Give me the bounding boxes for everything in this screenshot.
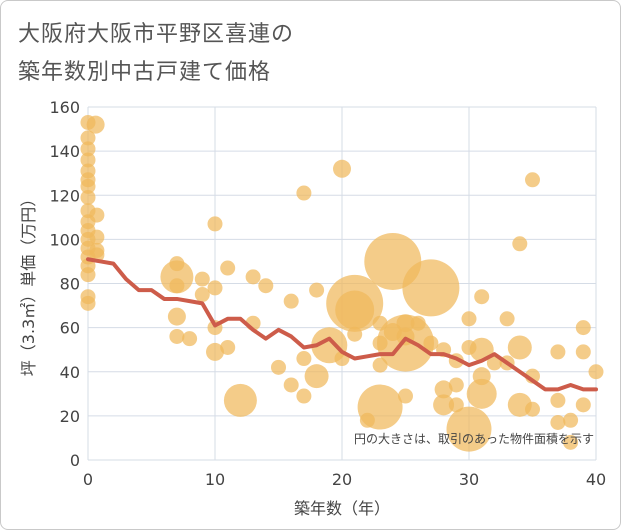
y-axis-title: 坪（3.3㎡）単価（万円） [19,191,38,376]
bubble-point [423,335,439,351]
bubble-point [296,185,312,201]
bubble-point [575,320,591,336]
bubble-point [245,269,261,285]
bubble-point [410,315,426,331]
bubble-point [194,271,210,287]
bubble-point [446,406,492,452]
bubble-point [398,388,413,404]
bubble-point [220,339,236,355]
y-tick-label: 40 [60,363,80,382]
bubble-point [563,434,579,450]
trend-line-group [86,257,598,392]
bubble-point [402,259,460,317]
tick-labels: 0 20 40 60 80 100 120 140 160 0 10 20 30 40 [49,98,606,489]
bubble-point [283,377,299,393]
y-tick-label: 20 [60,407,80,426]
y-tick-label: 60 [60,319,80,338]
bubble-point [220,260,236,276]
bubble-point [169,278,185,294]
bubble-point [271,359,286,375]
bubble-point [304,364,329,389]
bubble-point [86,115,105,134]
bubble-point [525,401,540,417]
bubble-point [80,295,96,311]
bubble-point [89,207,105,223]
bubble-point [207,216,223,232]
bubble-point [434,380,453,399]
bubble-point [182,331,198,347]
bubble-point [448,377,464,393]
bubble-point [512,236,528,252]
chart-title-line-1: 大阪府大阪市平野区喜連の [18,22,295,47]
bubble-point [80,189,96,205]
x-tick-label: 10 [205,470,225,489]
bubble-point [80,178,96,194]
y-tick-label: 80 [60,275,80,294]
x-tick-label: 20 [332,470,352,489]
bubble-point [588,364,604,380]
x-tick-label: 0 [83,470,93,489]
bubble-point [347,326,363,342]
bubble-point [499,311,515,327]
bubble-point [80,152,96,168]
bubble-point [474,289,490,305]
bubble-point [525,172,540,188]
bubble-point [433,394,455,416]
bubble-point [309,282,325,298]
bubble-point [89,229,105,245]
bubble-point [333,159,351,178]
y-tick-label: 120 [49,186,80,205]
bubble-point [563,412,579,428]
x-tick-label: 30 [459,470,479,489]
bubble-point [80,141,96,157]
y-tick-label: 160 [49,98,80,117]
y-tick-label: 140 [49,142,80,161]
bubble-point [167,307,186,326]
bubble-point [550,344,566,360]
size-note: 円の大きさは、取引のあった物件面積を示す [354,431,594,446]
bubble-point [80,130,96,146]
bubble-point [575,344,591,360]
bubble-point [283,293,299,309]
x-axis-title: 築年数（年） [294,499,390,518]
bubble-point [296,388,312,404]
bubble-point [206,342,224,361]
bubble-point [296,351,312,367]
bubble-point [575,397,591,413]
bubble-point [357,384,403,430]
bubble-point [207,280,223,296]
trend-line [86,257,598,392]
bubble-point [80,267,96,283]
bubble-point [169,328,185,344]
bubble-point [550,414,566,430]
bubble-point [486,355,502,371]
bubble-point [223,383,257,417]
x-tick-label: 40 [586,470,606,489]
bubble-point [160,260,194,294]
y-tick-label: 100 [49,230,80,249]
bubble-point [507,335,532,360]
chart-title-line-2: 築年数別中古戸建て価格 [18,60,272,85]
bubble-point [335,290,375,330]
y-tick-label: 0 [70,451,80,470]
bubble-point [466,378,497,409]
bubble-point [258,278,274,294]
bubble-point [550,392,566,408]
bubble-point [194,287,210,303]
bubbles [80,114,604,452]
bubble-point [461,311,477,327]
